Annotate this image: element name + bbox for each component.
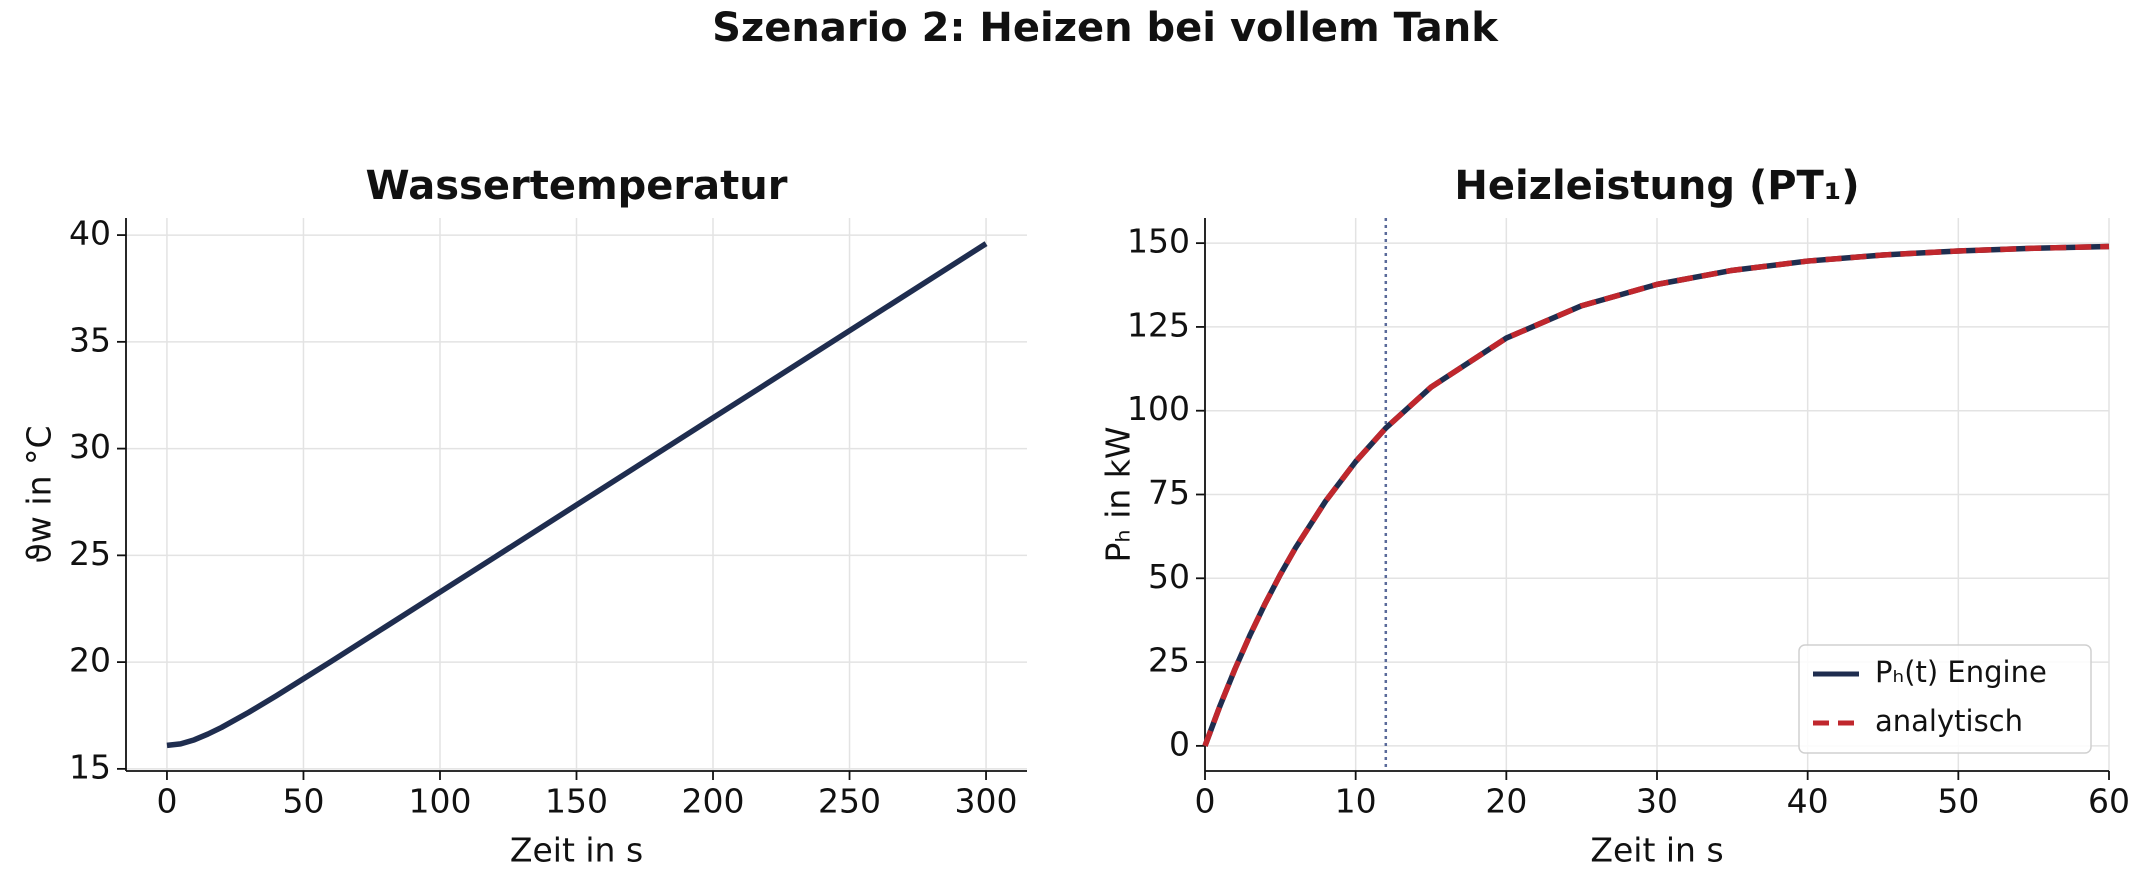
- data-line: [166, 241, 988, 749]
- y-axis-label: Pₕ in kW: [1099, 426, 1138, 562]
- x-tick-label: 300: [955, 782, 1018, 821]
- y-tick-label: 15: [69, 747, 111, 786]
- y-tick-label: 40: [69, 214, 111, 253]
- x-tick-label: 200: [682, 782, 745, 821]
- x-tick-label: 0: [1195, 782, 1216, 821]
- y-tick-label: 35: [69, 320, 111, 359]
- x-tick-label: 60: [2088, 782, 2130, 821]
- x-tick-label: 50: [1937, 782, 1979, 821]
- y-tick-label: 100: [1127, 389, 1190, 428]
- x-tick-label: 40: [1787, 782, 1829, 821]
- x-tick-label: 0: [156, 782, 177, 821]
- y-tick-label: 50: [1148, 557, 1190, 596]
- figure-title: Szenario 2: Heizen bei vollem Tank: [712, 5, 1499, 51]
- x-tick-label: 150: [545, 782, 608, 821]
- x-tick-label: 250: [818, 782, 881, 821]
- y-tick-label: 25: [69, 534, 111, 573]
- x-tick-label: 100: [408, 782, 471, 821]
- y-tick-label: 150: [1127, 222, 1190, 261]
- axes-title: Wassertemperatur: [366, 163, 788, 209]
- y-axis-label: ϑw in °C: [20, 425, 59, 563]
- legend-box: [1798, 644, 2092, 754]
- x-tick-label: 50: [282, 782, 324, 821]
- x-axis-label: Zeit in s: [1590, 831, 1723, 870]
- y-tick-label: 75: [1148, 473, 1190, 512]
- data-line: [1202, 243, 2110, 747]
- x-tick-label: 30: [1636, 782, 1678, 821]
- x-tick-label: 10: [1335, 782, 1377, 821]
- y-tick-label: 20: [69, 641, 111, 680]
- legend-label: Pₕ(t) Engine: [1875, 655, 2047, 689]
- x-axis-label: Zeit in s: [510, 831, 643, 870]
- y-tick-label: 30: [69, 427, 111, 466]
- y-tick-label: 0: [1169, 724, 1190, 763]
- y-tick-label: 125: [1127, 305, 1190, 344]
- x-tick-label: 20: [1485, 782, 1527, 821]
- legend-label: analytisch: [1875, 704, 2023, 738]
- y-tick-label: 25: [1148, 641, 1190, 680]
- axes-title: Heizleistung (PT₁): [1454, 163, 1859, 209]
